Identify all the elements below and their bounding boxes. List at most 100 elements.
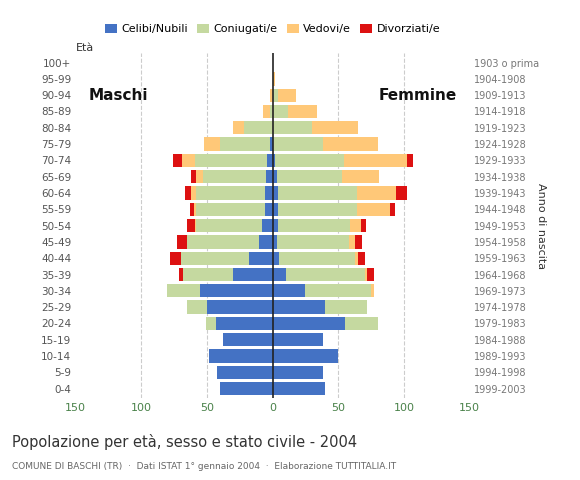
Bar [273,284,306,298]
Bar [273,186,278,200]
Bar [187,235,259,249]
Bar [207,300,273,314]
Bar [266,170,273,183]
Bar [233,268,273,281]
Bar [273,317,345,330]
Bar [180,252,249,265]
Bar [209,349,273,363]
Bar [273,72,275,85]
Bar [262,219,273,232]
Bar [187,219,195,232]
Bar [273,170,277,183]
Bar [350,219,361,232]
Bar [182,154,195,167]
Bar [273,121,312,134]
Bar [356,252,358,265]
Bar [273,268,286,281]
Bar [273,366,322,379]
Bar [312,121,358,134]
Legend: Celibi/Nubili, Coniugati/e, Vedovi/e, Divorziati/e: Celibi/Nubili, Coniugati/e, Vedovi/e, Di… [105,24,440,34]
Bar [220,137,270,151]
Bar [273,252,279,265]
Bar [356,235,362,249]
Bar [173,154,182,167]
Bar [205,317,216,330]
Bar [264,203,273,216]
Bar [365,268,367,281]
Bar [220,382,273,396]
Bar [367,268,374,281]
Bar [249,252,273,265]
Bar [204,137,220,151]
Bar [218,366,273,379]
Bar [371,284,374,298]
Bar [286,268,365,281]
Bar [195,154,267,167]
Bar [168,284,200,298]
Bar [273,203,278,216]
Bar [273,235,277,249]
Bar [177,235,187,249]
Bar [267,154,273,167]
Bar [200,284,273,298]
Bar [183,268,233,281]
Bar [190,203,194,216]
Bar [278,203,357,216]
Text: Età: Età [75,43,93,53]
Bar [195,219,197,232]
Bar [270,88,273,102]
Bar [263,105,270,118]
Bar [203,170,266,183]
Y-axis label: Anno di nascita: Anno di nascita [536,182,546,269]
Bar [322,137,378,151]
Bar [273,382,325,396]
Bar [325,300,367,314]
Bar [244,121,273,134]
Text: Femmine: Femmine [378,88,456,103]
Bar [390,203,395,216]
Bar [191,186,197,200]
Bar [396,186,407,200]
Bar [407,154,414,167]
Bar [273,105,288,118]
Text: COMUNE DI BASCHI (TR)  ·  Dati ISTAT 1° gennaio 2004  ·  Elaborazione TUTTITALIA: COMUNE DI BASCHI (TR) · Dati ISTAT 1° ge… [12,462,396,471]
Bar [197,186,264,200]
Bar [306,284,371,298]
Text: Popolazione per età, sesso e stato civile - 2004: Popolazione per età, sesso e stato civil… [12,434,357,450]
Bar [270,105,273,118]
Bar [273,349,338,363]
Bar [264,186,273,200]
Bar [343,154,407,167]
Bar [278,88,296,102]
Bar [270,137,273,151]
Bar [191,170,197,183]
Bar [184,186,191,200]
Bar [288,105,317,118]
Bar [276,154,343,167]
Bar [358,252,365,265]
Bar [342,170,379,183]
Bar [197,170,203,183]
Bar [278,219,350,232]
Bar [233,121,244,134]
Bar [273,137,322,151]
Bar [357,186,396,200]
Bar [361,219,366,232]
Bar [197,219,262,232]
Bar [223,333,273,347]
Bar [197,203,264,216]
Bar [187,300,207,314]
Bar [273,333,322,347]
Bar [278,186,357,200]
Bar [194,203,197,216]
Bar [273,219,278,232]
Bar [279,252,356,265]
Bar [273,300,325,314]
Bar [273,88,278,102]
Bar [349,235,356,249]
Bar [259,235,273,249]
Bar [216,317,273,330]
Bar [179,268,183,281]
Bar [170,252,180,265]
Bar [277,235,349,249]
